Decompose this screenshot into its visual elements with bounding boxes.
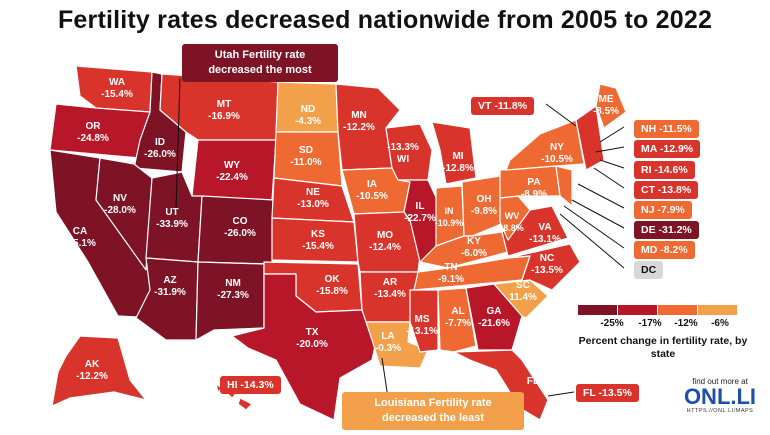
label-nm: NM -27.3% xyxy=(217,278,249,301)
label-mt: MT -16.9% xyxy=(208,99,240,122)
legend-tick: -6% xyxy=(711,318,729,329)
tag-nj: NJ -7.9% xyxy=(634,201,692,219)
tag-ri: RI -14.6% xyxy=(634,161,695,179)
state-tx xyxy=(231,273,379,421)
state-nc xyxy=(493,243,581,291)
callout-louisiana: Louisiana Fertility rate decreased the l… xyxy=(342,392,524,430)
label-al: AL -7.7% xyxy=(444,306,472,329)
label-ia: IA -10.5% xyxy=(356,179,388,202)
brand-block: find out more at ONL.LI HTTPS://ONL.LI/M… xyxy=(680,377,760,414)
state-mi xyxy=(431,121,477,185)
brand-logo: ONL.LI xyxy=(683,384,757,409)
brand-find-text: find out more at xyxy=(692,377,748,386)
label-ga: GA -21.6% xyxy=(478,306,510,329)
label-sd: SD -11.0% xyxy=(290,145,322,168)
tag-ct: CT -13.8% xyxy=(634,181,699,199)
label-co: CO -26.0% xyxy=(224,216,256,239)
legend-swatch-light xyxy=(658,305,697,315)
label-nv: NV -28.0% xyxy=(104,193,136,216)
label-ak: AK -12.2% xyxy=(76,359,108,382)
state-ny xyxy=(505,119,585,171)
state-la xyxy=(365,321,429,369)
label-wy: WY -22.4% xyxy=(216,160,248,183)
label-oh: OH -9.8% xyxy=(470,194,498,217)
label-tn: TN -9.1% xyxy=(437,262,465,285)
tag-fl: FL -13.5% xyxy=(576,384,639,402)
brand-url: HTTPS://ONL.LI/MAPS xyxy=(686,408,754,414)
label-pa: PA -8.9% xyxy=(520,177,548,200)
tag-nh: NH -11.5% xyxy=(634,120,699,138)
tag-de: DE -31.2% xyxy=(634,221,699,239)
label-nc: NC -13.5% xyxy=(531,253,563,276)
label-va: VA -13.1% xyxy=(529,222,561,245)
state-me xyxy=(595,83,627,129)
label-wi: -13.3% WI xyxy=(387,142,419,165)
legend-swatch-dark xyxy=(618,305,657,315)
label-ar: AR -13.4% xyxy=(374,277,406,300)
label-mi: MI -12.8% xyxy=(442,151,474,174)
state-ak xyxy=(51,335,147,407)
tag-ma: MA -12.9% xyxy=(634,140,701,158)
state-al xyxy=(437,287,477,353)
legend-tick: -25% xyxy=(600,318,624,329)
tag-md: MD -8.2% xyxy=(634,241,695,259)
legend-color-bar xyxy=(578,305,748,315)
label-ut: UT -33.9% xyxy=(156,207,188,230)
state-ky xyxy=(419,231,509,269)
tag-dc: DC xyxy=(634,261,664,279)
label-fl: FL xyxy=(526,376,540,387)
legend-tick: -12% xyxy=(674,318,698,329)
legend-caption: Percent change in fertility rate, by sta… xyxy=(578,335,748,360)
label-wa: WA -15.4% xyxy=(101,77,133,100)
label-or: OR -24.8% xyxy=(77,121,109,144)
label-ne: NE -13.0% xyxy=(297,187,329,210)
label-il: IL -22.7% xyxy=(404,201,436,224)
label-sc: SC 11.4% xyxy=(509,280,537,303)
label-tx: TX -20.0% xyxy=(296,327,328,350)
label-ky: KY -6.0% xyxy=(460,236,488,259)
label-ms: MS -13.1% xyxy=(406,314,438,337)
legend-tick: -17% xyxy=(638,318,662,329)
state-mid-atlantic xyxy=(555,165,573,207)
state-new-england xyxy=(575,105,605,171)
label-ok: OK -15.8% xyxy=(316,274,348,297)
legend-swatch-lightest xyxy=(698,305,737,315)
state-oh xyxy=(461,175,507,237)
callout-arrows xyxy=(175,77,625,399)
label-me: ME -8.5% xyxy=(592,94,620,117)
state-ms xyxy=(409,289,439,353)
label-ks: KS -15.4% xyxy=(302,229,334,252)
label-mn: MN -12.2% xyxy=(343,110,375,133)
label-az: AZ -31.9% xyxy=(154,275,186,298)
label-ny: NY -10.5% xyxy=(541,142,573,165)
page-title: Fertility rates decreased nationwide fro… xyxy=(57,6,713,34)
label-in: IN -10.9% xyxy=(434,206,464,228)
state-fl xyxy=(453,349,549,421)
label-wv: WV -8.8% xyxy=(500,211,524,233)
label-mo: MO -12.4% xyxy=(369,230,401,253)
legend-ticks: -25% -17% -12% -6% xyxy=(578,315,748,329)
state-nm xyxy=(195,261,265,341)
tag-vt: VT -11.8% xyxy=(471,97,535,115)
label-id: ID -26.0% xyxy=(144,137,176,160)
label-ca: CA -25.1% xyxy=(64,226,96,249)
legend-swatch-darkest xyxy=(578,305,617,315)
label-nd: ND -4.3% xyxy=(294,104,322,127)
legend: -25% -17% -12% -6% Percent change in fer… xyxy=(578,305,748,361)
tag-hi: HI -14.3% xyxy=(220,376,281,394)
label-la: LA -0.3% xyxy=(374,331,402,354)
callout-utah: Utah Fertility rate decreased the most xyxy=(182,44,338,82)
